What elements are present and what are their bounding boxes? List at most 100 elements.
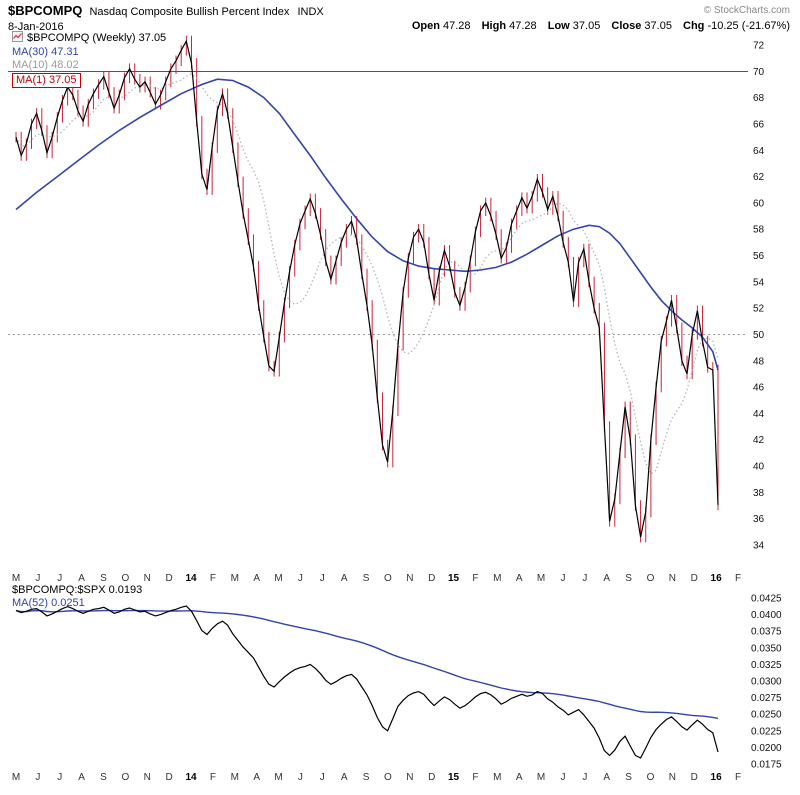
main-x-axis-label: M [12,573,20,584]
main-x-axis-label: M [493,573,501,584]
main-x-axis-label: N [669,573,676,584]
ratio-x-axis-label: F [210,772,216,783]
close-line [15,39,719,538]
main-y-axis-label: 52 [753,304,765,315]
main-x-axis-label: A [253,573,260,584]
ratio-x-axis-label: 16 [711,772,723,783]
main-x-axis-label: F [210,573,216,584]
main-y-axis-label: 62 [753,172,765,183]
main-y-axis-label: 60 [753,198,765,209]
main-y-axis-label: 50 [753,330,765,341]
ratio-legend: $BPCOMPQ:$SPX 0.0193 MA(52) 0.0251 [12,584,142,610]
ratio-y-axis-label: 0.0250 [751,710,782,721]
main-y-axis-label: 66 [753,119,765,130]
ratio-x-axis-label: S [363,772,370,783]
main-y-axis-label: 54 [753,277,765,288]
ratio-x-axis-label: A [603,772,610,783]
main-y-axis-label: 72 [753,41,765,52]
main-x-axis-label: A [603,573,610,584]
ratio-x-axis-label: N [144,772,151,783]
symbol-legend-label: $BPCOMPQ (Weekly) 37.05 [27,32,167,44]
ratio-x-axis-label: O [122,772,130,783]
ratio-x-axis-label: F [472,772,478,783]
main-x-axis-label: F [735,573,741,584]
ratio-x-axis-label: M [537,772,545,783]
ratio-x-axis-label: J [320,772,325,783]
main-x-axis-label: N [144,573,151,584]
main-x-axis-label: M [537,573,545,584]
ratio-x-axis-label: A [78,772,85,783]
quote-open: Open 47.28 [411,20,471,32]
ratio-x-axis-label: N [406,772,413,783]
ratio-line [15,605,719,759]
chart-header: $BPCOMPQ Nasdaq Composite Bullish Percen… [8,3,324,18]
main-x-axis-label: 16 [711,573,723,584]
symbol-text: $BPCOMPQ [8,3,83,18]
ratio-y-axis-label: 0.0325 [751,660,782,671]
ratio-x-axis-label: J [35,772,40,783]
ratio-x-axis-label: A [516,772,523,783]
main-y-axis-label: 38 [753,488,765,499]
main-x-axis-label: O [122,573,130,584]
ratio-y-axis-label: 0.0375 [751,627,782,638]
ratio-x-axis-label: O [647,772,655,783]
main-y-axis-label: 64 [753,146,765,157]
main-x-axis-label: O [647,573,655,584]
main-x-axis-label: A [78,573,85,584]
ma52-line [15,609,719,720]
weekly-range-bars [15,35,719,543]
ratio-legend-label: $BPCOMPQ:$SPX 0.0193 [12,584,143,596]
ratio-y-axis-label: 0.0350 [751,643,782,654]
sharpchart-icon [12,31,23,46]
ma30-line [15,78,719,371]
ratio-x-axis-label: J [57,772,62,783]
main-x-axis-label: S [100,573,107,584]
main-x-axis-label: J [582,573,587,584]
ratio-x-axis-label: D [691,772,698,783]
ratio-x-axis-label: A [341,772,348,783]
ma10-legend: MA(10) 48.02 [12,59,79,71]
main-y-axis-label: 36 [753,514,765,525]
symbol-legend: $BPCOMPQ (Weekly) 37.05 [12,31,166,46]
exchange-label: INDX [297,6,324,18]
main-y-axis-label: 44 [753,409,765,420]
ratio-x-axis-label: D [428,772,435,783]
main-x-axis-label: D [166,573,173,584]
ratio-x-axis-label: O [384,772,392,783]
main-y-axis-label: 48 [753,356,765,367]
main-x-axis-label: M [274,573,282,584]
main-y-axis-label: 58 [753,225,765,236]
quote-close: Close 37.05 [611,20,672,32]
quote-bar: Open 47.28 High 47.28 Low 37.05 Close 37… [412,20,790,32]
main-x-axis-label: D [691,573,698,584]
main-x-axis-label: J [57,573,62,584]
main-x-axis-label: S [625,573,632,584]
main-x-axis-label: J [320,573,325,584]
ratio-chart-panel: 0.0425 0.0400 0.0375 0.0350 0.0325 0.0300 0.02… [12,594,782,784]
main-x-axis-label: 14 [185,573,197,584]
ratio-x-axis-label: M [274,772,282,783]
ratio-x-axis-label: S [100,772,107,783]
ratio-x-axis-label: M [12,772,20,783]
ratio-x-axis-label: M [493,772,501,783]
chart-date: 8-Jan-2016 [8,21,64,33]
main-x-axis-label: 15 [448,573,460,584]
ratio-x-axis-label: M [231,772,239,783]
ratio-y-axis-label: 0.0200 [751,743,782,754]
ratio-y-axis-label: 0.0425 [751,594,782,605]
main-x-axis-label: J [35,573,40,584]
main-y-axis-label: 68 [753,93,765,104]
copyright-text: © StockCharts.com [703,5,790,16]
ratio-x-axis-label: 14 [185,772,197,783]
main-x-axis-label: J [560,573,565,584]
main-chart-panel: 72 70 68 66 64 62 60 58 56 54 52 50 48 46 44 42 40 38 36 34… [8,35,765,584]
quote-high: High 47.28 [481,20,537,32]
ratio-y-axis-label: 0.0300 [751,677,782,688]
ratio-x-axis-label: D [166,772,173,783]
main-y-axis-label: 46 [753,383,765,394]
main-x-axis-label: D [428,573,435,584]
ratio-x-axis-label: J [582,772,587,783]
ratio-x-axis-label: J [560,772,565,783]
main-x-axis-label: J [298,573,303,584]
